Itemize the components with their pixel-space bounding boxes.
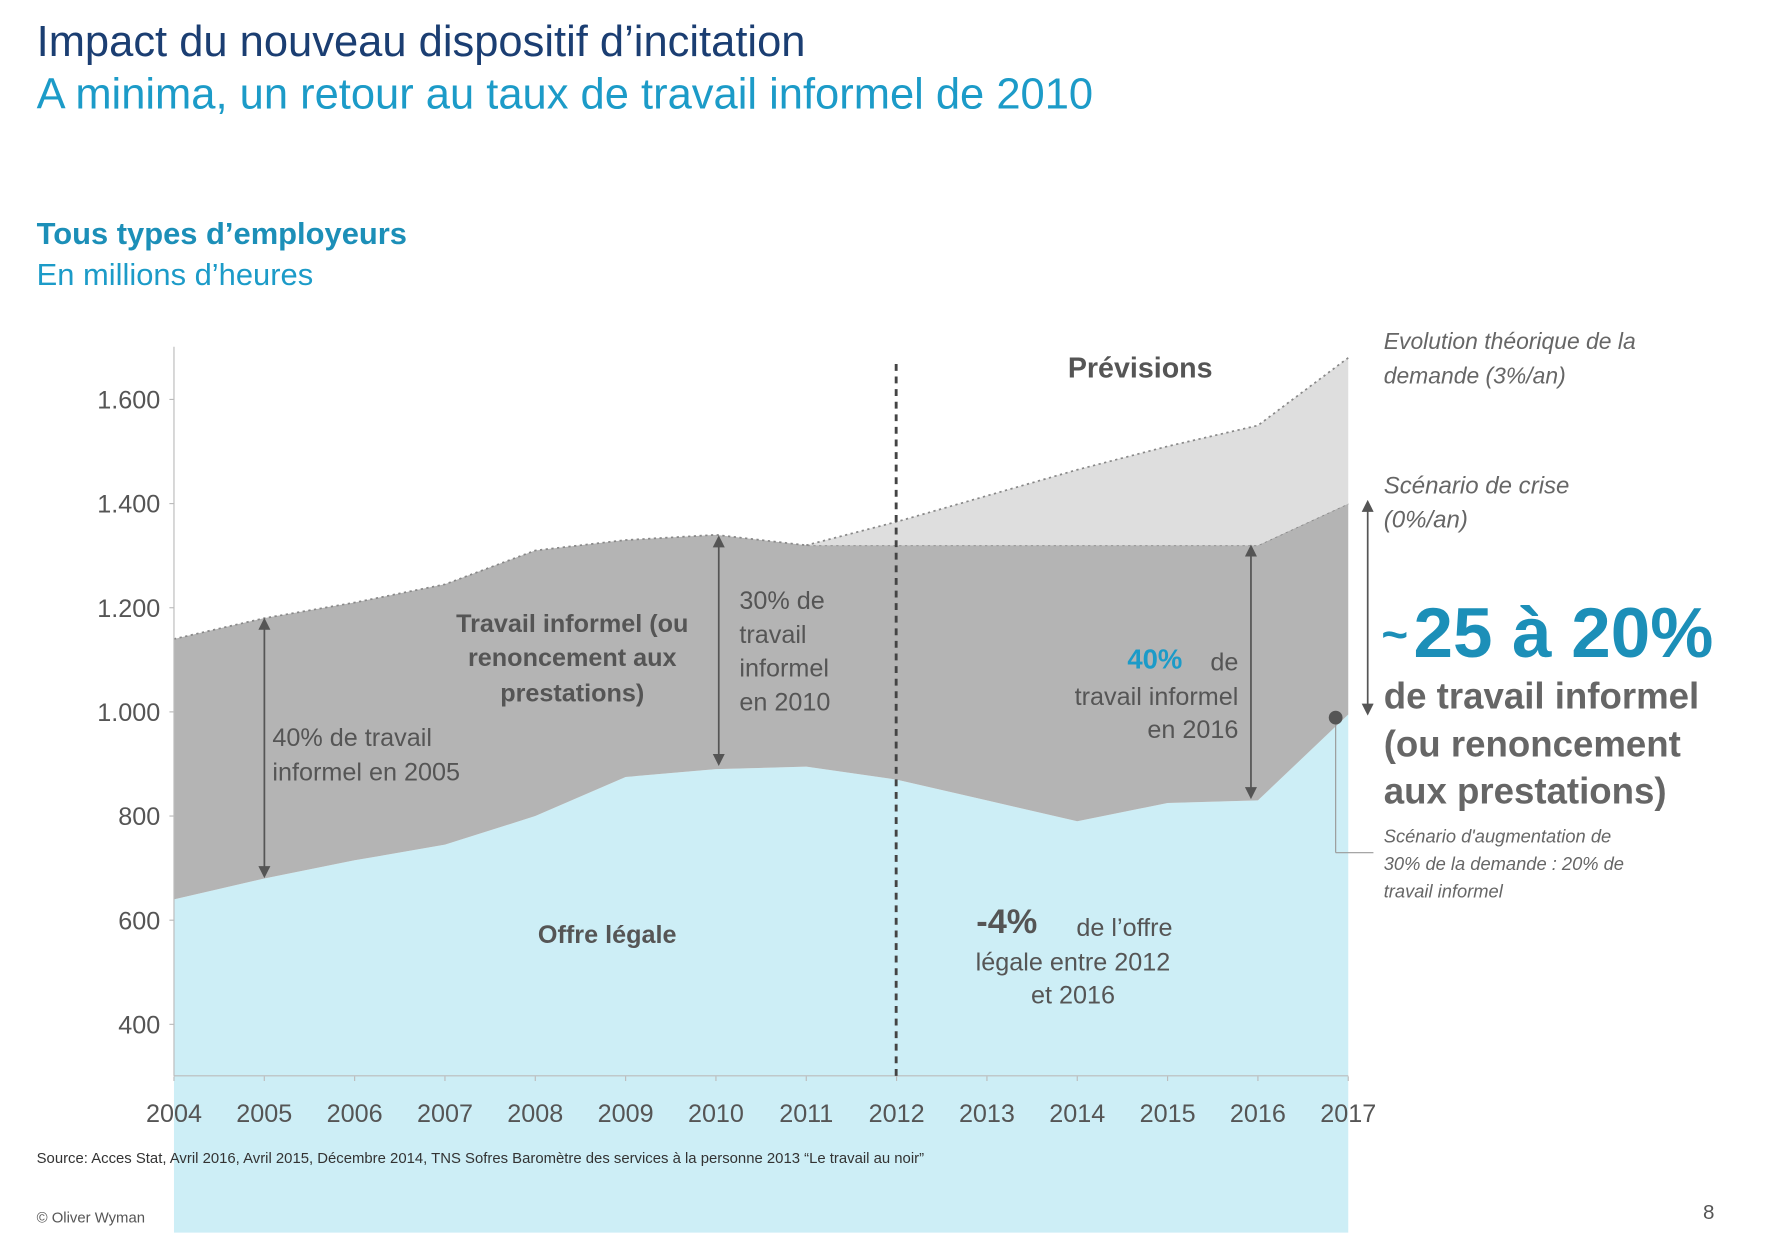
- area: [806, 357, 1349, 546]
- subtitle: A minima, un retour au taux de travail i…: [36, 70, 1094, 120]
- text-line: 40% de travail: [272, 723, 432, 752]
- x-tick-label: 2005: [236, 1100, 292, 1128]
- y-tick-label: 800: [118, 803, 160, 831]
- y-tick-label: 1.200: [97, 595, 160, 623]
- annotation: de travail informel en 2016: [1050, 646, 1239, 748]
- annotation: Prévisions: [1067, 352, 1213, 385]
- x-tick-label: 2008: [507, 1100, 563, 1128]
- annotation: de travail informel (ou renoncement aux pr…: [1384, 673, 1699, 816]
- text-line: Scénario de crise: [1383, 472, 1570, 500]
- annotation: 30% de travail informel en 2010: [739, 584, 830, 720]
- text-line: de: [1210, 647, 1239, 677]
- text-line: travail informel: [1074, 681, 1239, 711]
- annotation: 25 à 20%: [1413, 594, 1714, 673]
- page-number: 8: [1703, 1200, 1715, 1224]
- annotation: 40% de travail informel en 2005: [272, 721, 460, 789]
- text-line: informel en 2005: [272, 757, 460, 786]
- scenario-dot: [1328, 710, 1343, 725]
- text-line: (ou renoncement: [1383, 722, 1681, 765]
- y-tick-label: 1.400: [97, 491, 160, 519]
- y-tick-label: 600: [118, 907, 160, 935]
- text-line: travail informel: [1383, 882, 1503, 902]
- text-line: Scénario d'augmentation de: [1383, 827, 1612, 847]
- area: [173, 503, 1349, 900]
- source: Source: Acces Stat, Avril 2016, Avril 20…: [36, 1149, 925, 1167]
- x-tick-label: 2011: [779, 1100, 833, 1128]
- text-line: informel: [739, 653, 829, 683]
- text-line: en 2016: [1147, 715, 1239, 745]
- text-line: légale entre 2012: [975, 947, 1171, 976]
- title: Impact du nouveau dispositif d’incitatio…: [36, 18, 806, 67]
- x-tick-label: 2017: [1320, 1100, 1376, 1128]
- text-line: travail: [739, 619, 807, 649]
- text-line: et 2016: [1030, 981, 1115, 1010]
- series-label: Travail informel (ou renoncement aux pre…: [456, 608, 689, 707]
- annotation: 40%: [1127, 644, 1183, 676]
- chart-subtitle: En millions d’heures: [36, 257, 314, 292]
- x-tick-label: 2015: [1140, 1100, 1196, 1128]
- x-tick-label: 2009: [598, 1100, 654, 1128]
- series-label: Evolution théorique de la demande (3%/an…: [1383, 329, 1636, 390]
- area: [173, 714, 1349, 1233]
- text-line: de l’offre: [1076, 913, 1173, 942]
- y-tick-label: 1.000: [97, 699, 160, 727]
- annotation: ~: [1381, 610, 1409, 661]
- x-tick-label: 2016: [1230, 1100, 1286, 1128]
- y-tick-label: 400: [118, 1012, 160, 1040]
- series-label: Offre légale: [537, 920, 677, 949]
- annotation: de l’offre légale entre 2012 et 2016: [967, 911, 1179, 1013]
- annotation: -4%: [976, 903, 1038, 941]
- annotation: Scénario d'augmentation de 30% de la dema…: [1384, 824, 1624, 906]
- x-tick-label: 2012: [869, 1100, 925, 1128]
- annotation: Scénario de crise (0%/an): [1384, 469, 1570, 539]
- text-line: en 2010: [739, 687, 831, 717]
- y-tick-label: 1.600: [97, 387, 160, 415]
- text-line: de travail informel: [1383, 675, 1700, 717]
- text-line: aux prestations): [1383, 770, 1667, 812]
- chart-title: Tous types d’employeurs: [36, 216, 407, 251]
- x-tick-label: 2007: [417, 1100, 473, 1128]
- x-tick-label: 2006: [327, 1100, 383, 1128]
- x-tick-label: 2014: [1049, 1100, 1105, 1128]
- x-tick-label: 2004: [146, 1100, 202, 1128]
- x-tick-label: 2010: [688, 1100, 744, 1128]
- copyright: © Oliver Wyman: [36, 1208, 146, 1226]
- text-line: (0%/an): [1383, 507, 1468, 534]
- text-line: 30% de: [739, 585, 825, 615]
- x-tick-label: 2013: [959, 1100, 1015, 1128]
- text-line: 30% de la demande : 20% de: [1383, 854, 1625, 875]
